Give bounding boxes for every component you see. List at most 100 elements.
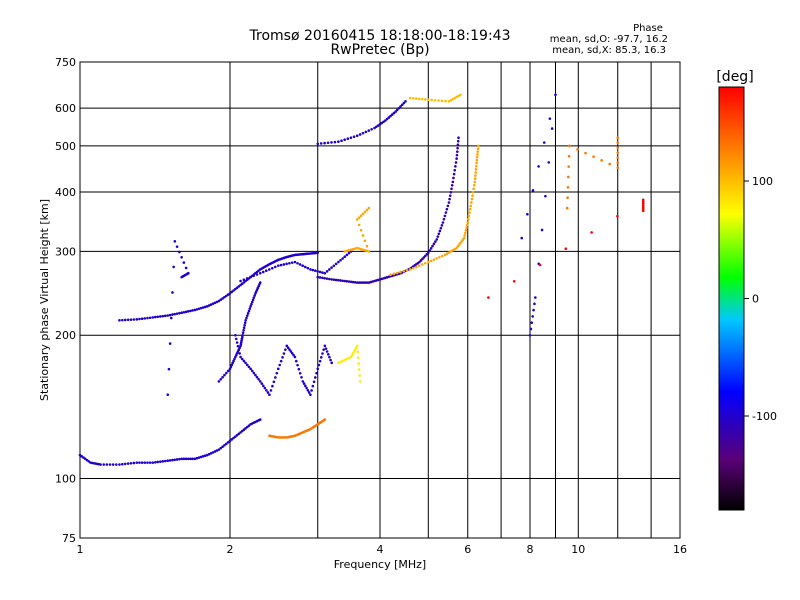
data-point	[234, 337, 238, 341]
colorbar-label: [deg]	[716, 69, 753, 85]
data-point	[250, 302, 253, 306]
data-point	[304, 384, 307, 388]
data-point	[223, 373, 226, 377]
data-point	[233, 287, 237, 291]
data-point	[347, 248, 351, 252]
data-point	[294, 359, 298, 363]
data-point	[430, 98, 434, 102]
data-point	[431, 244, 434, 248]
data-point	[529, 327, 533, 331]
data-point	[554, 93, 557, 97]
data-point	[474, 168, 478, 171]
data-point	[193, 308, 197, 312]
data-point	[361, 212, 365, 216]
data-point	[353, 247, 357, 250]
y-tick-label: 600	[55, 102, 76, 115]
data-point	[357, 216, 361, 219]
data-point	[311, 384, 315, 388]
data-point	[266, 391, 270, 394]
data-point	[246, 314, 249, 317]
data-point	[447, 100, 451, 103]
data-point	[258, 418, 262, 421]
data-point	[429, 259, 433, 263]
data-point	[359, 214, 363, 218]
data-point	[182, 310, 186, 314]
data-point	[323, 276, 327, 280]
data-point	[385, 117, 389, 121]
data-point	[365, 249, 369, 253]
data-point	[118, 318, 121, 322]
data-point	[172, 265, 175, 269]
data-point	[264, 269, 268, 272]
data-point	[313, 269, 317, 272]
data-point	[341, 359, 344, 363]
data-point	[189, 309, 192, 313]
data-point	[258, 281, 262, 284]
data-point	[146, 316, 149, 320]
data-point	[550, 127, 554, 130]
data-point	[318, 270, 322, 274]
data-point	[289, 350, 293, 353]
data-point	[548, 117, 552, 120]
data-point	[323, 418, 327, 421]
data-point	[402, 101, 406, 105]
data-point	[279, 263, 283, 267]
data-point	[346, 137, 350, 141]
data-point	[250, 300, 254, 304]
data-point	[408, 96, 412, 100]
data-point	[370, 127, 373, 131]
data-point	[235, 286, 239, 290]
data-point	[452, 176, 455, 180]
data-point	[158, 315, 162, 318]
data-point	[207, 304, 211, 307]
data-point	[175, 245, 179, 248]
data-point	[260, 382, 264, 385]
data-point	[363, 239, 367, 243]
data-point	[230, 290, 234, 294]
data-point	[285, 344, 289, 348]
data-point	[161, 314, 165, 318]
data-point	[146, 461, 149, 464]
data-point	[203, 454, 207, 458]
data-point	[641, 207, 645, 211]
data-point	[213, 301, 217, 305]
data-point	[432, 242, 436, 246]
data-point	[446, 204, 450, 208]
data-point	[565, 206, 569, 210]
data-point	[288, 261, 291, 265]
data-point	[265, 388, 268, 392]
data-point	[252, 296, 256, 299]
data-point	[395, 271, 399, 275]
data-point	[237, 432, 241, 436]
data-point	[140, 317, 144, 320]
data-point	[447, 201, 451, 204]
data-point	[464, 231, 467, 235]
data-point	[364, 130, 368, 134]
data-point	[456, 143, 460, 146]
data-point	[197, 307, 201, 311]
data-point	[219, 298, 223, 302]
data-point	[191, 309, 194, 312]
data-point	[475, 156, 479, 159]
data-point	[641, 209, 645, 213]
data-point	[400, 103, 404, 107]
data-point	[315, 371, 318, 375]
data-point	[313, 376, 317, 379]
data-point	[330, 141, 333, 144]
data-point	[544, 194, 547, 198]
data-point	[282, 352, 286, 355]
x-tick-label: 2	[227, 543, 234, 556]
data-point	[438, 229, 442, 233]
data-point	[389, 273, 392, 277]
data-point	[224, 371, 228, 375]
y-axis-label: Stationary phase Virtual Height [km]	[38, 199, 51, 401]
data-points	[78, 93, 645, 466]
data-point	[454, 165, 457, 168]
data-point	[530, 321, 534, 324]
data-point	[534, 296, 537, 299]
data-point	[641, 204, 645, 207]
data-point	[434, 240, 437, 243]
data-point	[538, 263, 542, 267]
data-point	[317, 363, 321, 367]
data-point	[328, 355, 331, 359]
